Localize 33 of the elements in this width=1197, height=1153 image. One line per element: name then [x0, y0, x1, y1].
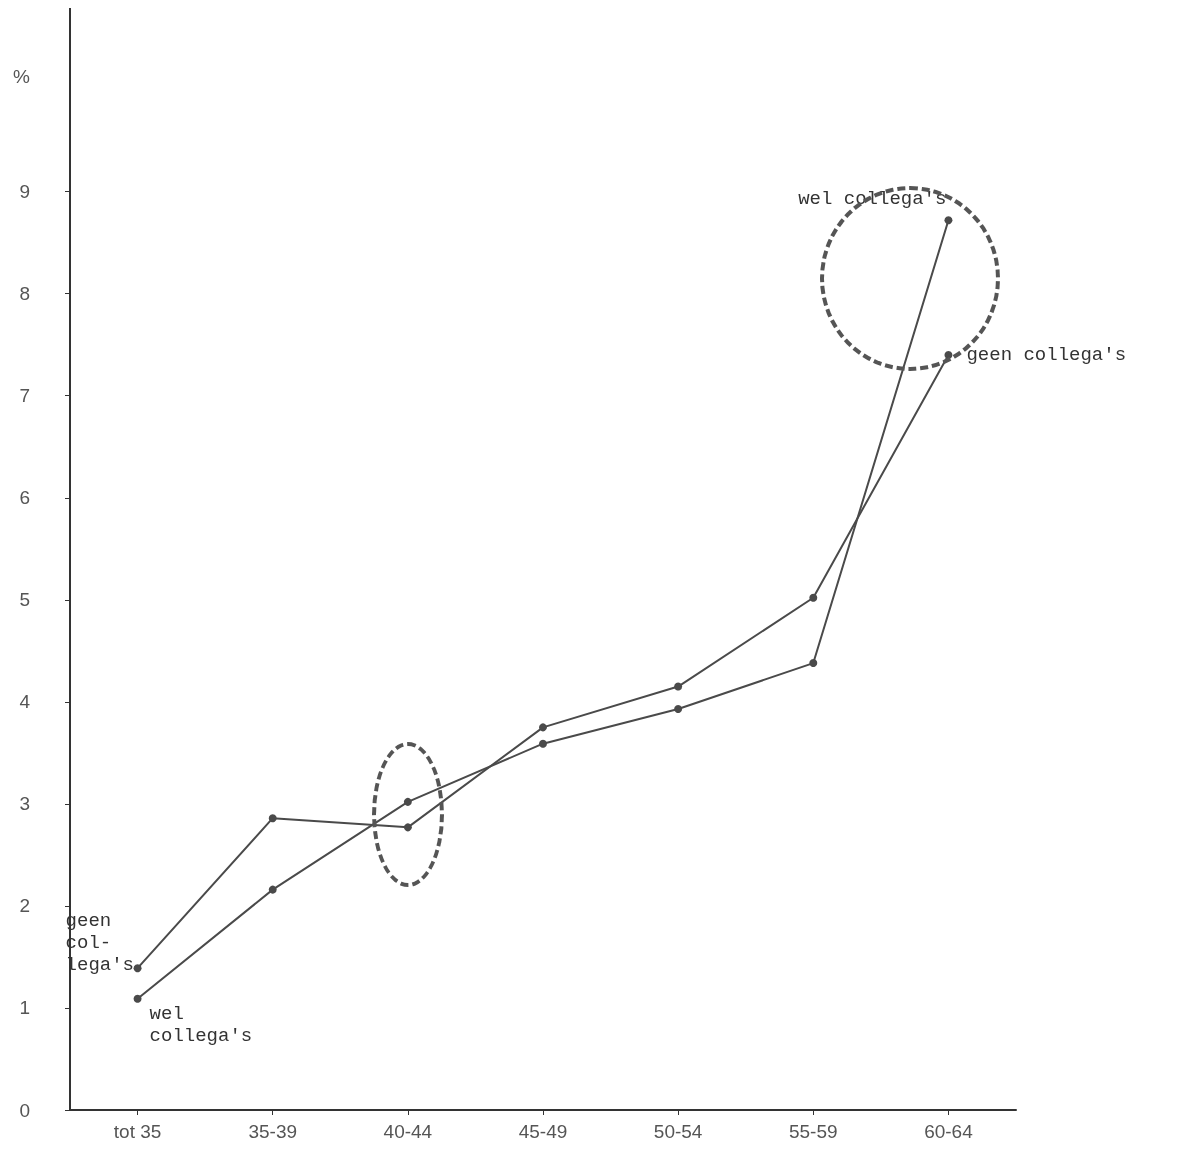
point — [133, 964, 142, 973]
point — [674, 705, 683, 713]
series-label: geen collega's — [966, 343, 1127, 366]
point — [268, 814, 277, 823]
y-tick-label: 2 — [19, 895, 30, 917]
x-tick-label: 50-54 — [653, 1121, 703, 1142]
y-tick-label: 7 — [19, 385, 30, 407]
point — [403, 823, 412, 832]
y-tick-label: 9 — [19, 181, 30, 203]
point — [944, 216, 953, 225]
point — [268, 885, 277, 894]
point — [133, 994, 142, 1003]
point — [403, 797, 412, 806]
y-tick-label: 5 — [19, 589, 30, 611]
point — [674, 682, 683, 691]
y-tick-label: 8 — [19, 283, 30, 305]
point — [809, 593, 818, 602]
x-tick-label: 55-59 — [788, 1121, 838, 1142]
y-tick-label: 6 — [19, 487, 30, 509]
y-tick-label: 3 — [19, 793, 30, 815]
point — [539, 723, 547, 732]
y-tick-label: 0 — [19, 1099, 30, 1121]
point — [539, 739, 547, 748]
annotation: wel collega's — [149, 1002, 253, 1047]
x-tick-label: 45-49 — [518, 1121, 568, 1142]
y-axis-title: % — [13, 66, 31, 87]
x-tick-label: 60-64 — [924, 1121, 974, 1142]
x-tick-label: 40-44 — [383, 1121, 433, 1142]
x-tick-label: tot 35 — [113, 1121, 162, 1142]
y-tick-label: 1 — [19, 997, 30, 1019]
y-tick-label: 4 — [19, 691, 31, 713]
x-tick-label: 35-39 — [248, 1121, 298, 1142]
point — [809, 659, 818, 668]
